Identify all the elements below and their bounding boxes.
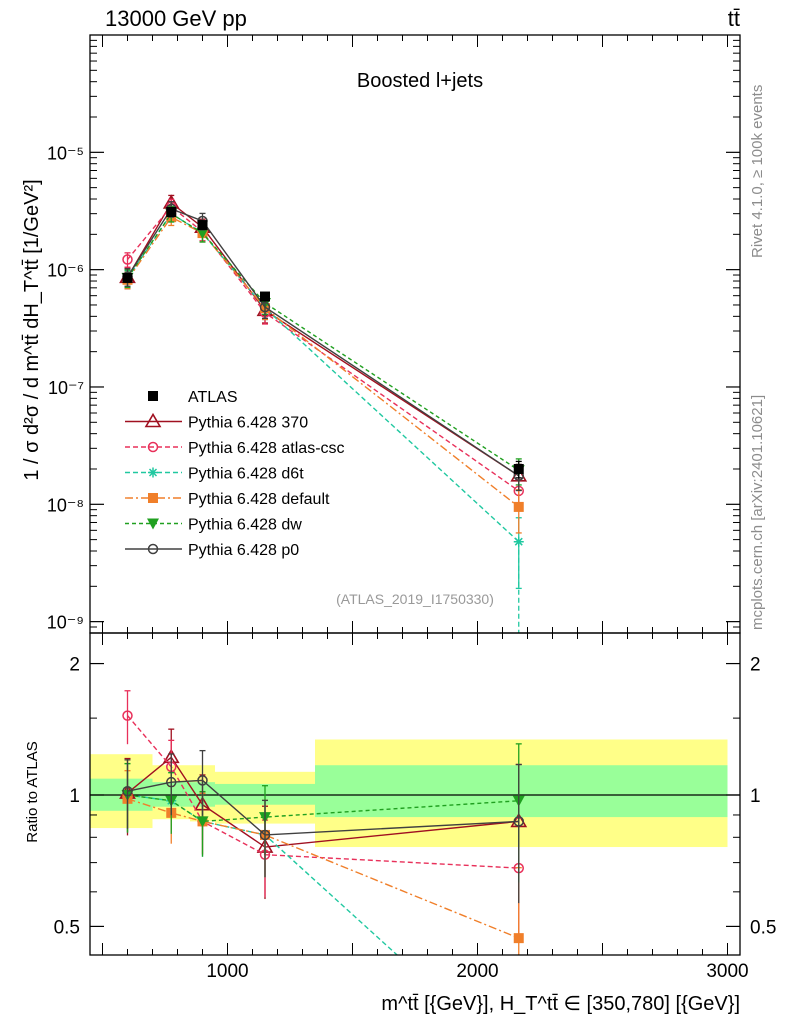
series-line-p0 xyxy=(126,207,520,477)
legend-label: Pythia 6.428 atlas-csc xyxy=(188,440,345,457)
ratio-y-tick-label-right: 1 xyxy=(750,786,761,807)
analysis-label: (ATLAS_2019_I1750330) xyxy=(336,591,494,607)
ratio-series-layer xyxy=(119,690,528,956)
ratio-y-tick-label: 1 xyxy=(69,786,80,807)
ratio-y-axis-label: Ratio to ATLAS xyxy=(24,741,41,842)
legend: ATLAS Pythia 6.428 370 Pythia 6.428 atlas-… xyxy=(125,389,345,559)
y-tick-label: 10⁻⁵ xyxy=(47,143,84,163)
series-default xyxy=(122,209,524,534)
header-energy-label: 13000 GeV pp xyxy=(105,6,247,31)
legend-marker xyxy=(148,391,158,401)
header-process-label: tt̄ xyxy=(728,6,740,31)
data-point xyxy=(122,272,133,283)
ratio-frame xyxy=(89,632,741,956)
rivet-version-label: Rivet 4.1.0, ≥ 100k events xyxy=(749,85,766,258)
y-tick-label: 10⁻⁶ xyxy=(47,261,84,281)
data-point xyxy=(513,463,524,474)
ratio-panel: 0.5 0.5 1 1 2 2 1000 2000 3000 Ratio to ATLAS m^… xyxy=(24,632,776,1015)
ratio-point xyxy=(122,785,133,797)
data-point xyxy=(197,220,208,231)
data-point xyxy=(196,228,209,240)
legend-marker xyxy=(147,543,159,555)
data-point xyxy=(260,291,270,302)
series-line-dw xyxy=(126,212,520,471)
ratio-point xyxy=(197,775,208,786)
main-series-layer xyxy=(119,194,528,633)
series-d6t xyxy=(122,205,524,590)
legend-marker xyxy=(147,518,159,530)
data-point xyxy=(122,254,133,265)
legend-marker xyxy=(147,441,159,453)
data-point xyxy=(513,501,524,512)
ratio-point xyxy=(122,710,133,721)
legend-label: Pythia 6.428 370 xyxy=(188,415,308,432)
legend-entry-default: Pythia 6.428 default xyxy=(125,491,330,508)
ratio-point xyxy=(513,933,524,944)
data-point xyxy=(259,301,271,313)
y-tick-label: 10⁻⁷ xyxy=(48,378,84,398)
main-title: Boosted l+jets xyxy=(357,70,483,92)
legend-label: Pythia 6.428 default xyxy=(188,491,330,508)
ratio-uncertainty-bands xyxy=(90,739,740,848)
legend-label: Pythia 6.428 p0 xyxy=(188,542,299,559)
series-atlas xyxy=(122,207,524,479)
series-atlas_csc xyxy=(122,198,524,507)
main-axes: 10⁻⁹ 10⁻⁸ 10⁻⁷ 10⁻⁶ 10⁻⁵ xyxy=(47,34,741,634)
main-panel: 10⁻⁹ 10⁻⁸ 10⁻⁷ 10⁻⁶ 10⁻⁵ Boosted l+jets (ATL… xyxy=(21,34,741,634)
legend-entry-atlas_csc: Pythia 6.428 atlas-csc xyxy=(125,440,345,457)
ratio-point xyxy=(513,816,524,827)
ratio-point xyxy=(196,816,209,828)
legend-label: Pythia 6.428 dw xyxy=(188,517,302,534)
legend-entry-d6t: Pythia 6.428 d6t xyxy=(125,466,304,483)
series-line-default xyxy=(126,216,520,508)
ratio-line-dw xyxy=(127,794,519,823)
legend-entry-atlas: ATLAS xyxy=(148,389,238,406)
x-tick-label: 3000 xyxy=(706,961,748,982)
x-tick-label: 1000 xyxy=(206,961,248,982)
legend-marker xyxy=(148,493,158,503)
ratio-point xyxy=(259,829,271,841)
y-tick-label: 10⁻⁸ xyxy=(47,495,84,515)
ratio-series-p0 xyxy=(122,749,524,904)
ratio-y-tick-label-right: 2 xyxy=(750,655,761,676)
ratio-y-tick-label: 0.5 xyxy=(54,917,80,938)
x-axis-label: m^tt̄ [{GeV}], H_T^tt̄ ∈ [350,780] [{GeV… xyxy=(381,993,740,1015)
ratio-axes: 0.5 0.5 1 1 2 2 1000 2000 3000 xyxy=(54,632,776,982)
mcplots-label: mcplots.cern.ch [arXiv:2401.10621] xyxy=(749,395,766,630)
legend-entry-p0: Pythia 6.428 p0 xyxy=(125,542,299,559)
y-tick-label: 10⁻⁹ xyxy=(47,613,84,633)
legend-entry-dw: Pythia 6.428 dw xyxy=(125,517,302,534)
legend-marker xyxy=(144,412,162,428)
legend-label: ATLAS xyxy=(188,389,238,406)
series-line-p370 xyxy=(126,201,520,477)
data-point xyxy=(166,207,177,218)
main-y-axis-label: 1 / σ d²σ / d m^tt̄ dH_T^tt̄ [1/GeV²] xyxy=(21,179,43,480)
legend-label: Pythia 6.428 d6t xyxy=(188,466,304,483)
legend-marker xyxy=(148,467,158,478)
ratio-point xyxy=(166,776,177,788)
inner-band xyxy=(315,765,728,818)
legend-entry-p370: Pythia 6.428 370 xyxy=(125,412,308,432)
ratio-y-tick-label: 2 xyxy=(69,655,80,676)
ratio-y-tick-label-right: 0.5 xyxy=(750,917,776,938)
x-tick-label: 2000 xyxy=(456,961,498,982)
